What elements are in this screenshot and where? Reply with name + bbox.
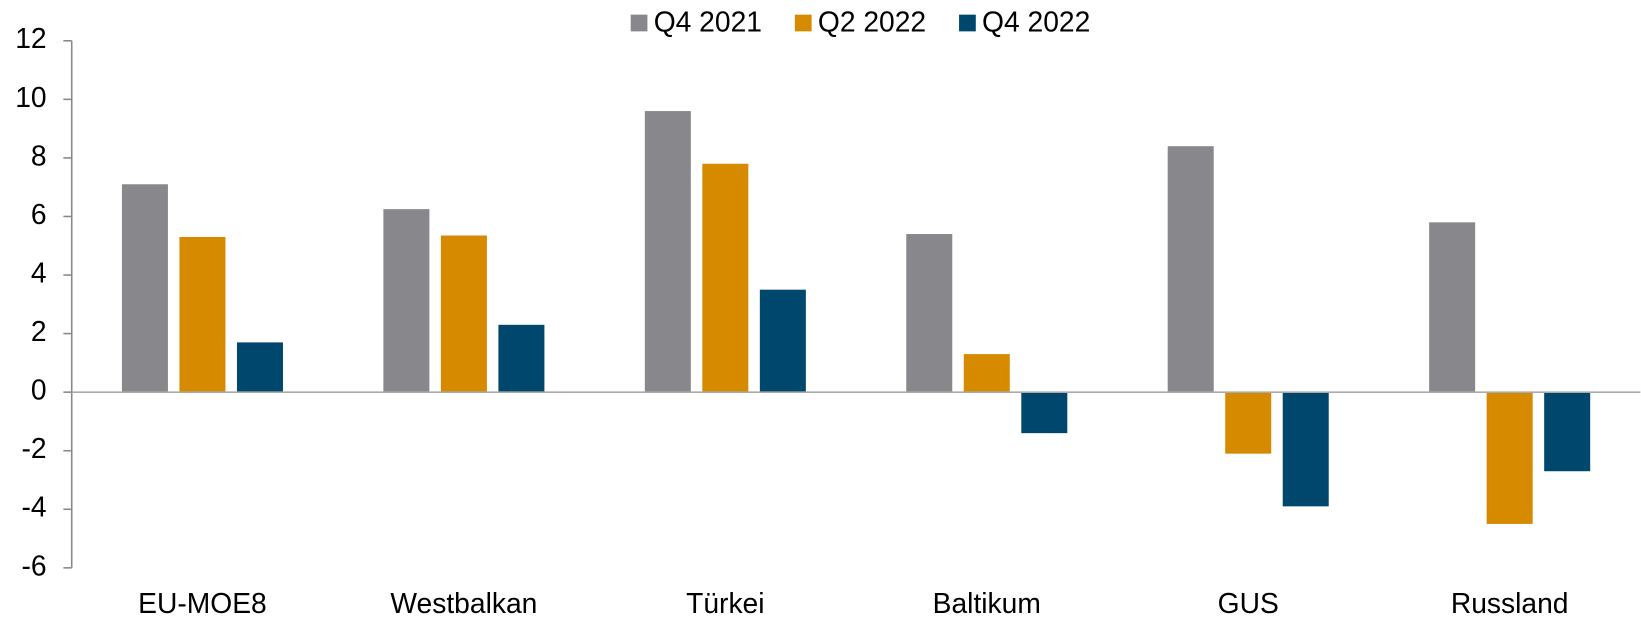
legend-label: Q2 2022 bbox=[818, 6, 926, 38]
bar bbox=[1429, 222, 1476, 393]
y-tick-label: -4 bbox=[22, 491, 47, 523]
bar bbox=[1544, 392, 1591, 472]
x-tick-label: Westbalkan bbox=[390, 587, 537, 617]
y-tick-label: 8 bbox=[31, 139, 47, 171]
bar bbox=[179, 236, 226, 393]
bar bbox=[1486, 392, 1533, 524]
bar bbox=[1167, 146, 1214, 393]
x-tick-label: Türkei bbox=[686, 587, 764, 617]
bar bbox=[963, 354, 1010, 393]
legend-label: Q4 2022 bbox=[982, 6, 1090, 38]
bar bbox=[383, 209, 430, 393]
x-tick-label: GUS bbox=[1218, 587, 1279, 617]
y-tick-label: 4 bbox=[31, 256, 47, 288]
y-tick-label: -6 bbox=[22, 549, 47, 581]
bar bbox=[702, 163, 749, 393]
bar bbox=[498, 324, 545, 393]
y-tick-label: 0 bbox=[31, 374, 47, 406]
y-tick-label: 12 bbox=[15, 22, 46, 54]
legend-swatch bbox=[959, 14, 976, 32]
x-tick-label: EU-MOE8 bbox=[138, 587, 267, 617]
bar bbox=[1021, 392, 1068, 434]
y-tick-label: 10 bbox=[15, 81, 46, 113]
bar bbox=[121, 184, 168, 393]
y-tick-label: -2 bbox=[22, 432, 47, 464]
bar bbox=[236, 342, 283, 393]
bar bbox=[1225, 392, 1272, 454]
x-tick-label: Russland bbox=[1451, 587, 1569, 617]
bar bbox=[1282, 392, 1329, 507]
bar bbox=[759, 289, 806, 393]
legend-swatch bbox=[630, 14, 648, 32]
legend-swatch bbox=[794, 14, 812, 32]
legend-label: Q4 2021 bbox=[654, 6, 762, 38]
y-tick-label: 2 bbox=[31, 315, 47, 347]
bar bbox=[440, 235, 487, 393]
x-tick-label: Baltikum bbox=[933, 587, 1041, 617]
bar bbox=[906, 234, 953, 393]
bar bbox=[644, 111, 691, 393]
y-tick-label: 6 bbox=[31, 198, 47, 230]
